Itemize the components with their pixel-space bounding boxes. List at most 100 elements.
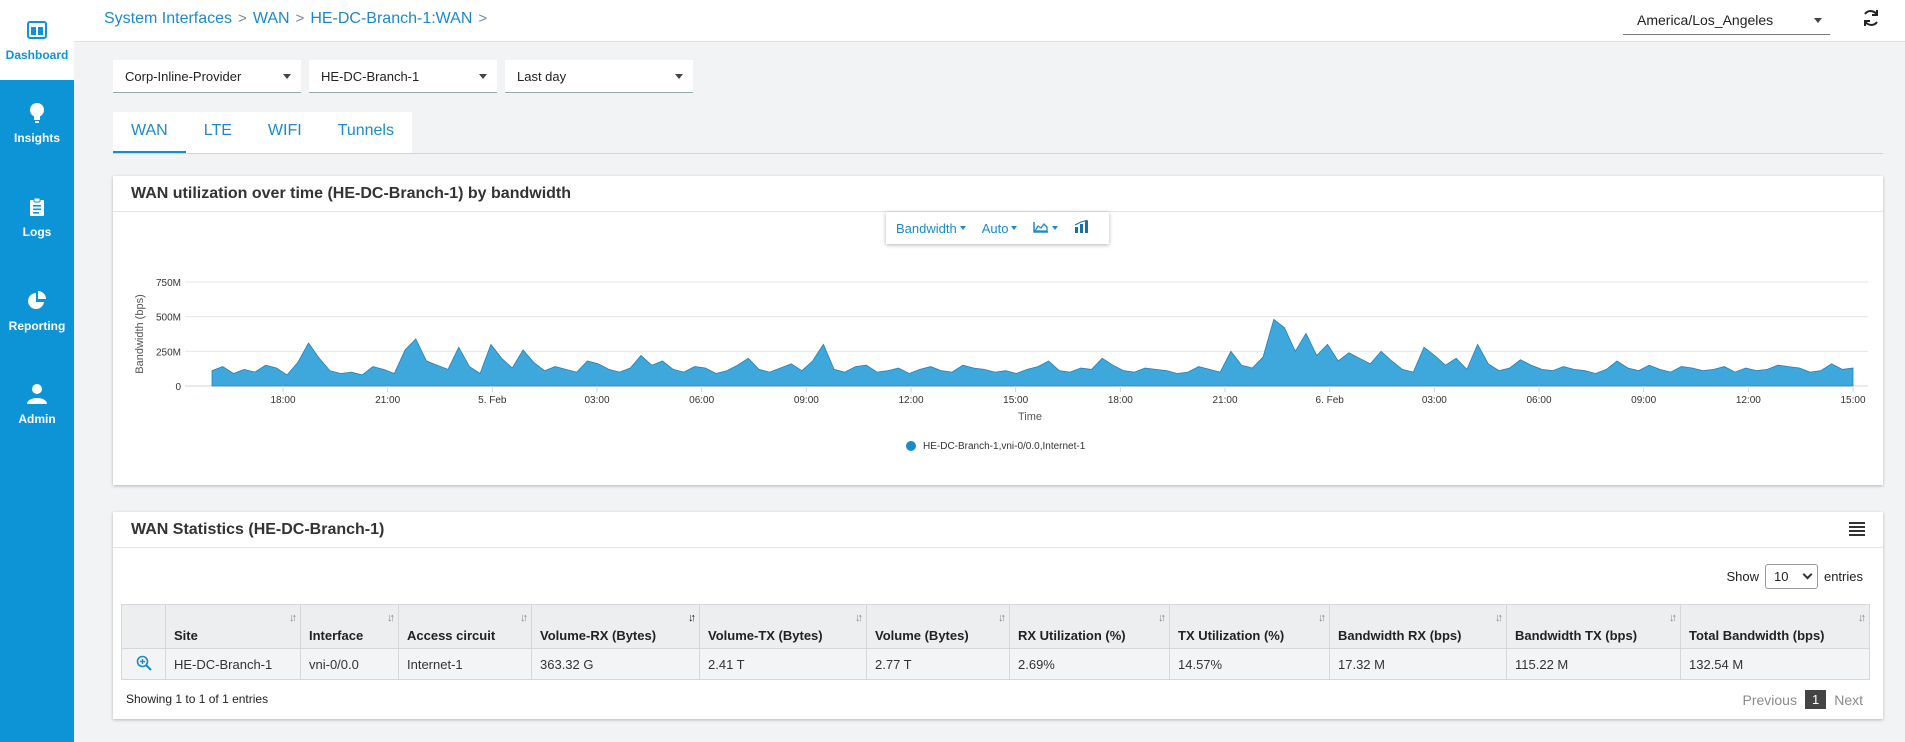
column-header-total-bandwidth[interactable]: Total Bandwidth (bps) ↓↑ xyxy=(1680,604,1870,649)
sidebar: Dashboard Insights Logs Reporting Admin xyxy=(0,0,74,742)
column-header-label: Access circuit xyxy=(407,628,496,643)
breadcrumb-item-system-interfaces[interactable]: System Interfaces xyxy=(104,10,233,27)
chart-type-dropdown[interactable] xyxy=(1033,221,1059,236)
tab-wan[interactable]: WAN xyxy=(113,112,186,154)
x-tick-label: 12:00 xyxy=(898,395,923,406)
x-tick-label: 12:00 xyxy=(1736,395,1761,406)
sidebar-item-insights[interactable]: Insights xyxy=(0,84,74,162)
time-range-select[interactable]: Last day xyxy=(505,60,693,93)
branch-value: HE-DC-Branch-1 xyxy=(321,69,420,84)
column-header-volume-rx[interactable]: Volume-RX (Bytes) ↓↑ xyxy=(531,604,700,649)
tab-tunnels[interactable]: Tunnels xyxy=(337,122,394,139)
sort-icon: ↓↑ xyxy=(855,612,863,624)
table-cell-rx-utilization: 2.69% xyxy=(1009,648,1170,680)
y-tick-label: 0 xyxy=(175,382,181,393)
tab-wifi[interactable]: WIFI xyxy=(267,122,302,139)
timezone-value: America/Los_Angeles xyxy=(1637,12,1774,28)
table-cell-action xyxy=(121,648,166,680)
column-header-label: Interface xyxy=(309,628,364,643)
entries-label: entries xyxy=(1823,569,1863,584)
caret-down-icon xyxy=(1011,226,1018,230)
caret-down-icon xyxy=(1052,226,1059,230)
column-header-volume-tx[interactable]: Volume-TX (Bytes) ↓↑ xyxy=(699,604,867,649)
legend-label: HE-DC-Branch-1,vni-0/0.0,Internet-1 xyxy=(923,441,1086,452)
x-tick-label: 18:00 xyxy=(270,395,295,406)
sidebar-item-label: Dashboard xyxy=(5,48,69,62)
column-header-bandwidth-tx[interactable]: Bandwidth TX (bps) ↓↑ xyxy=(1506,604,1681,649)
table-cell-volume-tx: 2.41 T xyxy=(699,648,867,680)
legend-marker xyxy=(906,441,916,451)
breadcrumb-separator: > xyxy=(238,10,247,27)
column-header-site[interactable]: Site ↓↑ xyxy=(165,604,301,649)
zoom-in-icon[interactable] xyxy=(136,655,152,674)
table-cell-interface: vni-0/0.0 xyxy=(300,648,399,680)
sort-descending-icon: ↓↑ xyxy=(688,612,696,624)
timezone-select[interactable]: America/Los_Angeles xyxy=(1623,8,1830,35)
sort-icon: ↓↑ xyxy=(1318,612,1326,624)
breadcrumb-item-wan[interactable]: WAN xyxy=(252,10,290,27)
sidebar-item-admin[interactable]: Admin xyxy=(0,365,74,443)
column-header-label: Total Bandwidth (bps) xyxy=(1689,628,1825,643)
provider-value: Corp-Inline-Provider xyxy=(125,69,242,84)
column-header-action xyxy=(121,604,166,649)
tab-lte[interactable]: LTE xyxy=(203,122,232,139)
sidebar-item-label: Logs xyxy=(22,225,52,239)
provider-select[interactable]: Corp-Inline-Provider xyxy=(113,60,301,93)
column-header-volume[interactable]: Volume (Bytes) ↓↑ xyxy=(866,604,1010,649)
x-tick-label: 03:00 xyxy=(584,395,609,406)
caret-down-icon xyxy=(283,74,291,79)
sidebar-item-label: Insights xyxy=(13,131,60,145)
panel-title: WAN Statistics (HE-DC-Branch-1) xyxy=(113,512,1883,548)
sort-icon: ↓↑ xyxy=(1858,612,1866,624)
column-header-interface[interactable]: Interface ↓↑ xyxy=(300,604,399,649)
caret-down-icon xyxy=(479,74,487,79)
menu-icon[interactable] xyxy=(1849,522,1865,536)
sort-icon: ↓↑ xyxy=(520,612,528,624)
sidebar-item-label: Admin xyxy=(18,412,56,426)
y-tick-label: 250M xyxy=(156,347,181,358)
column-header-label: Volume-RX (Bytes) xyxy=(540,628,657,643)
y-axis-label: Bandwidth (bps) xyxy=(134,294,146,374)
column-header-rx-utilization[interactable]: RX Utilization (%) ↓↑ xyxy=(1009,604,1170,649)
metric-label: Bandwidth xyxy=(896,220,957,236)
x-tick-label: 09:00 xyxy=(1631,395,1656,406)
sort-icon: ↓↑ xyxy=(387,612,395,624)
sort-icon: ↓↑ xyxy=(289,612,297,624)
current-page-button[interactable]: 1 xyxy=(1804,690,1827,709)
column-header-tx-utilization[interactable]: TX Utilization (%) ↓↑ xyxy=(1169,604,1330,649)
breadcrumb-separator: > xyxy=(295,10,305,27)
panel-title: WAN utilization over time (HE-DC-Branch-… xyxy=(113,176,1883,212)
breadcrumb-item-branch-wan[interactable]: HE-DC-Branch-1:WAN xyxy=(310,10,473,27)
previous-page-button[interactable]: Previous xyxy=(1742,691,1797,708)
table-cell-bandwidth-rx: 17.32 M xyxy=(1329,648,1507,680)
page-size-select[interactable]: 10 xyxy=(1764,564,1818,589)
sidebar-item-logs[interactable]: Logs xyxy=(0,178,74,256)
column-header-bandwidth-rx[interactable]: Bandwidth RX (bps) ↓↑ xyxy=(1329,604,1507,649)
sort-icon: ↓↑ xyxy=(1495,612,1503,624)
sidebar-item-dashboard[interactable]: Dashboard xyxy=(0,0,74,80)
user-icon xyxy=(25,382,49,406)
bar-chart-button[interactable] xyxy=(1074,219,1090,237)
tab-divider xyxy=(113,153,1883,154)
column-header-access-circuit[interactable]: Access circuit ↓↑ xyxy=(398,604,532,649)
next-page-button[interactable]: Next xyxy=(1834,691,1863,708)
branch-select[interactable]: HE-DC-Branch-1 xyxy=(309,60,497,93)
sidebar-item-reporting[interactable]: Reporting xyxy=(0,272,74,350)
x-axis-label: Time xyxy=(1018,411,1042,423)
breadcrumb-separator: > xyxy=(478,10,488,27)
caret-down-icon xyxy=(1814,18,1822,23)
metric-dropdown[interactable]: Bandwidth xyxy=(896,221,966,236)
y-tick-label: 500M xyxy=(156,313,181,324)
granularity-dropdown[interactable]: Auto xyxy=(982,221,1018,236)
table-cell-total-bandwidth: 132.54 M xyxy=(1680,648,1870,680)
column-header-label: Bandwidth RX (bps) xyxy=(1338,628,1462,643)
x-tick-label: 06:00 xyxy=(689,395,714,406)
show-label: Show xyxy=(1726,569,1759,584)
clipboard-icon xyxy=(25,195,49,219)
sort-icon: ↓↑ xyxy=(1158,612,1166,624)
x-tick-label: 18:00 xyxy=(1108,395,1133,406)
wan-utilization-panel: WAN utilization over time (HE-DC-Branch-… xyxy=(113,176,1883,485)
table-cell-tx-utilization: 14.57% xyxy=(1169,648,1330,680)
refresh-icon[interactable] xyxy=(1861,8,1881,28)
granularity-label: Auto xyxy=(981,220,1009,236)
